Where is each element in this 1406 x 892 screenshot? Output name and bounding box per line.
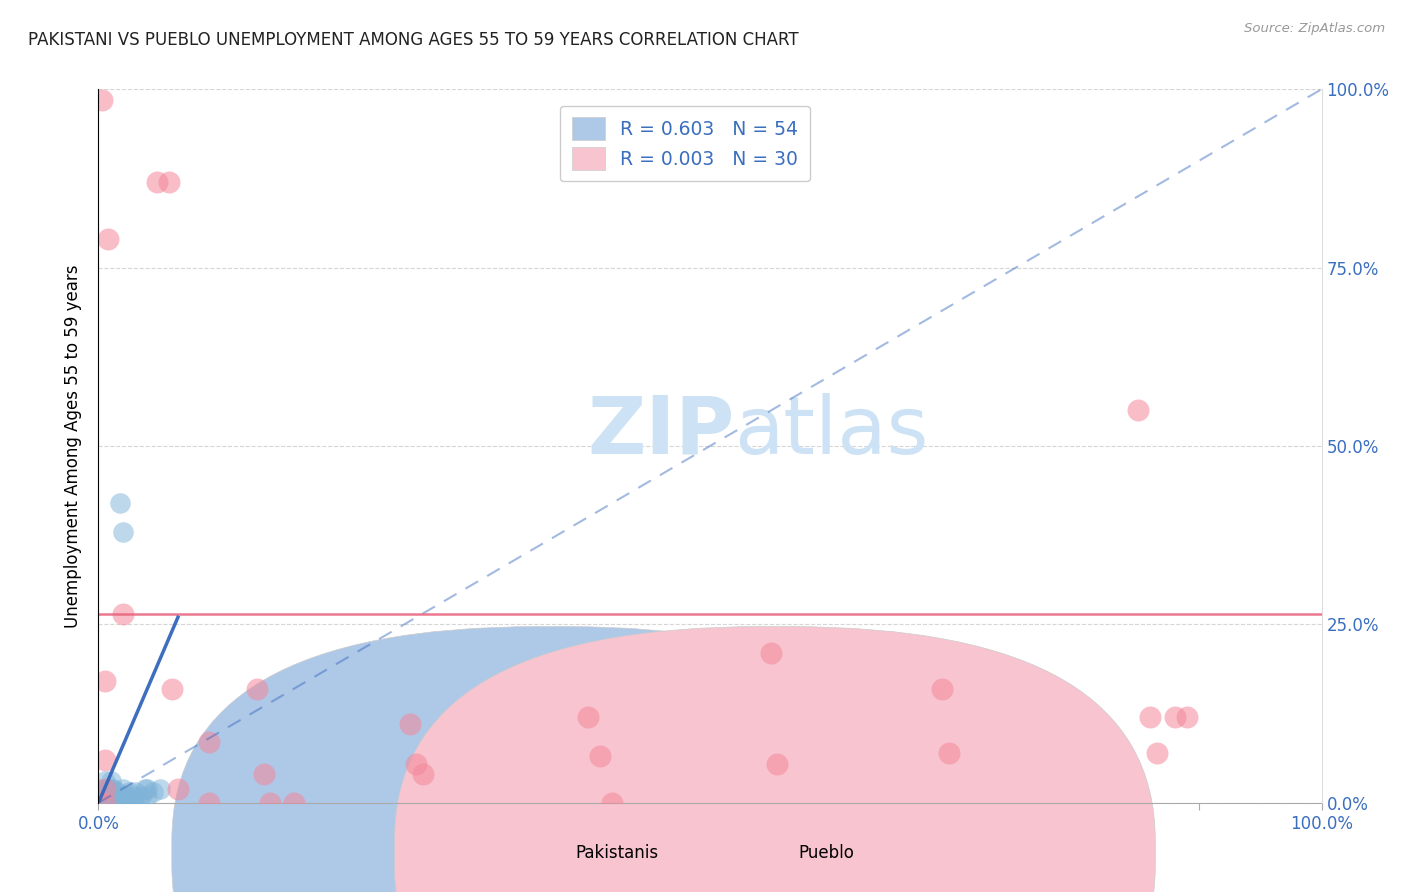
Point: [121, 789, 143, 803]
Point: [101, 781, 124, 796]
Point: [167, 781, 190, 796]
Point: [1128, 403, 1150, 417]
Text: atlas: atlas: [734, 392, 929, 471]
Point: [128, 796, 150, 810]
Point: [110, 496, 132, 510]
Point: [142, 785, 165, 799]
Point: [96, 789, 118, 803]
Point: [124, 785, 146, 799]
Point: [100, 789, 122, 803]
Point: [1146, 746, 1168, 760]
Point: [399, 717, 422, 731]
Point: [105, 792, 128, 806]
Text: PAKISTANI VS PUEBLO UNEMPLOYMENT AMONG AGES 55 TO 59 YEARS CORRELATION CHART: PAKISTANI VS PUEBLO UNEMPLOYMENT AMONG A…: [28, 31, 799, 49]
Point: [100, 796, 122, 810]
Point: [110, 796, 132, 810]
Point: [118, 785, 141, 799]
Point: [197, 796, 219, 810]
Point: [146, 175, 169, 189]
Y-axis label: Unemployment Among Ages 55 to 59 years: Unemployment Among Ages 55 to 59 years: [65, 264, 83, 628]
FancyBboxPatch shape: [172, 626, 932, 892]
Point: [111, 792, 134, 806]
Point: [93, 796, 115, 810]
Point: [761, 646, 783, 660]
Point: [96, 796, 118, 810]
Point: [134, 781, 156, 796]
Point: [252, 767, 274, 781]
Point: [1164, 710, 1187, 724]
Point: [93, 792, 115, 806]
Point: [87, 785, 110, 799]
Point: [87, 789, 110, 803]
Text: ZIP: ZIP: [588, 392, 734, 471]
Point: [93, 781, 115, 796]
Point: [100, 774, 122, 789]
Point: [938, 746, 960, 760]
Point: [124, 792, 146, 806]
Point: [111, 789, 134, 803]
Point: [91, 789, 114, 803]
Point: [93, 789, 115, 803]
Point: [111, 524, 134, 539]
Point: [931, 681, 953, 696]
Point: [91, 792, 114, 806]
Point: [93, 781, 115, 796]
Point: [87, 781, 110, 796]
Point: [111, 781, 134, 796]
Point: [96, 781, 118, 796]
Point: [105, 789, 128, 803]
Point: [91, 93, 114, 107]
Point: [576, 710, 599, 724]
Point: [136, 789, 159, 803]
Point: [259, 796, 281, 810]
Point: [93, 774, 115, 789]
Point: [129, 789, 152, 803]
Point: [283, 796, 305, 810]
Point: [114, 789, 136, 803]
Point: [111, 607, 134, 621]
Text: Pueblo: Pueblo: [799, 844, 853, 862]
Point: [149, 781, 172, 796]
Point: [105, 796, 128, 810]
Point: [100, 792, 122, 806]
Point: [101, 796, 124, 810]
Point: [114, 796, 136, 810]
Point: [136, 781, 159, 796]
Point: [93, 674, 115, 689]
Point: [87, 792, 110, 806]
Point: [96, 792, 118, 806]
Point: [105, 785, 128, 799]
Point: [121, 796, 143, 810]
Point: [101, 789, 124, 803]
Point: [766, 756, 789, 771]
Point: [100, 781, 122, 796]
Point: [93, 753, 115, 767]
Point: [1139, 710, 1161, 724]
Point: [246, 681, 269, 696]
Legend: R = 0.603   N = 54, R = 0.003   N = 30: R = 0.603 N = 54, R = 0.003 N = 30: [561, 106, 810, 181]
Point: [91, 796, 114, 810]
Point: [111, 796, 134, 810]
Point: [110, 789, 132, 803]
Text: Source: ZipAtlas.com: Source: ZipAtlas.com: [1244, 22, 1385, 36]
Point: [157, 175, 180, 189]
FancyBboxPatch shape: [395, 626, 1156, 892]
Point: [405, 756, 427, 771]
Point: [412, 767, 434, 781]
Point: [589, 749, 612, 764]
Text: Pakistanis: Pakistanis: [575, 844, 658, 862]
Point: [87, 796, 110, 810]
Point: [93, 796, 115, 810]
Point: [1175, 710, 1198, 724]
Point: [118, 792, 141, 806]
Point: [600, 796, 623, 810]
Point: [160, 681, 183, 696]
Point: [97, 232, 120, 246]
Point: [197, 735, 219, 749]
